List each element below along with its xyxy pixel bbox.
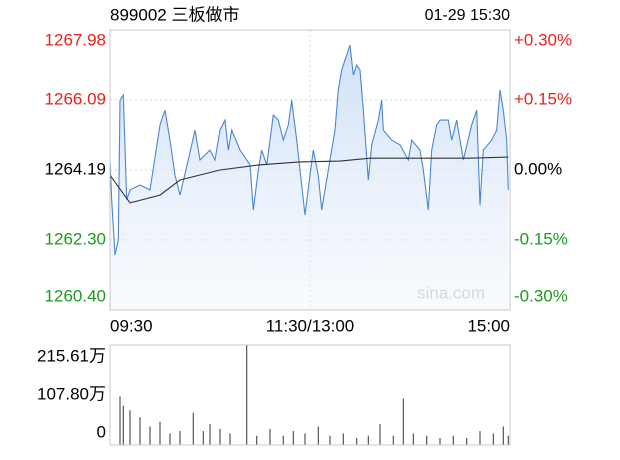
volume-bar [229, 433, 231, 445]
y-tick-label: 1264.19 [45, 159, 106, 178]
volume-bar [479, 431, 481, 445]
volume-bar [219, 428, 221, 445]
y2-tick-label: 0.00% [514, 159, 562, 178]
price-frame [109, 29, 511, 311]
volume-bar [192, 412, 194, 445]
volume-bar [269, 428, 271, 445]
x-tick-label: 09:30 [110, 316, 153, 335]
volume-bar [179, 431, 181, 445]
volume-bar [426, 435, 428, 445]
volume-bar [159, 421, 161, 445]
average-line [109, 156, 509, 204]
volume-bar [502, 426, 504, 445]
volume-bar [412, 433, 414, 445]
y-tick-label: 0 [97, 422, 106, 441]
volume-bar [379, 424, 381, 445]
timestamp: 01-29 15:30 [425, 7, 511, 24]
y-tick-label: 107.80万 [37, 384, 106, 403]
y-tick-label: 215.61万 [37, 346, 106, 365]
chart-title: 899002 三板做市 [110, 5, 239, 24]
volume-bar [466, 438, 468, 445]
volume-bar [402, 398, 404, 445]
volume-bar [282, 435, 284, 445]
volume-bar [292, 431, 294, 445]
volume-frame [109, 344, 511, 446]
volume-bar [202, 431, 204, 445]
volume-bar [209, 424, 211, 445]
volume-bar [246, 345, 248, 445]
volume-bar [452, 435, 454, 445]
y2-tick-label: +0.15% [514, 89, 572, 108]
volume-bar [439, 438, 441, 445]
y2-tick-label: -0.30% [514, 286, 568, 305]
y-tick-label: 1266.09 [45, 89, 106, 108]
volume-bar [122, 405, 124, 445]
x-tick-label: 11:30/13:00 [266, 316, 355, 335]
volume-bar [367, 435, 369, 445]
volume-bar [304, 433, 306, 445]
y2-tick-label: +0.30% [514, 30, 572, 49]
volume-bar [119, 396, 121, 445]
x-tick-label: 15:00 [467, 316, 510, 335]
volume-panel: 0 107.80万 215.61万 [37, 345, 509, 445]
volume-bar [256, 435, 258, 445]
y-tick-label: 1260.40 [45, 286, 106, 305]
volume-bar [317, 426, 319, 445]
volume-bar [129, 410, 131, 445]
volume-bar [149, 426, 151, 445]
price-area [110, 45, 509, 310]
y-tick-label: 1262.30 [45, 229, 106, 248]
volume-bar [342, 433, 344, 445]
price-panel: 1260.40 1262.30 1264.19 1266.09 1267.98 -0.30… [45, 29, 572, 335]
volume-bar [507, 435, 509, 445]
volume-bar [492, 433, 494, 445]
volume-bar [356, 438, 358, 445]
volume-bar [392, 435, 394, 445]
y-tick-label: 1267.98 [45, 30, 106, 49]
volume-bar [139, 417, 141, 445]
volume-bar [169, 433, 171, 445]
y2-tick-label: -0.15% [514, 229, 568, 248]
volume-bar [329, 435, 331, 445]
